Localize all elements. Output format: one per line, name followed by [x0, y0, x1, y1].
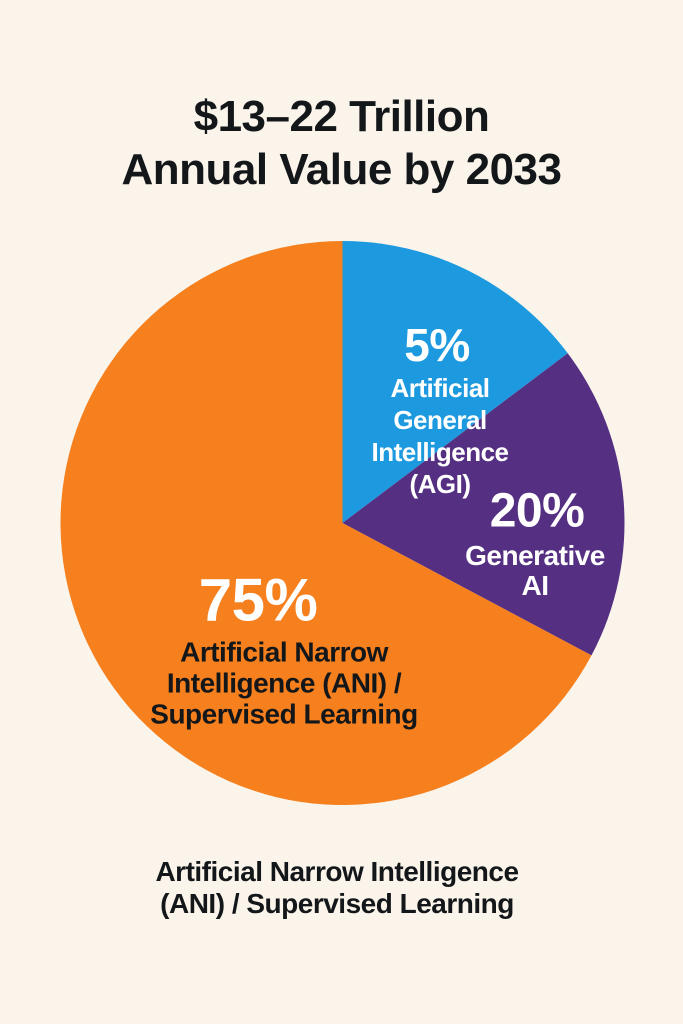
pie-slice-generative-ai — [342, 353, 625, 656]
ani-slice-label-line: Supervised Learning — [150, 698, 418, 730]
chart-title-line-2: Annual Value by 2033 — [121, 145, 562, 194]
chart-caption-line-2: (ANI) / Supervised Learning — [160, 888, 514, 919]
ani-percent-label: 75% — [198, 566, 318, 634]
ani-slice-label-line: Artificial Narrow — [180, 636, 388, 668]
agi-slice-label-line: Intelligence — [371, 437, 509, 467]
generative-ai-slice-label: Generative AI — [465, 541, 605, 601]
ani-slice-label-line: Intelligence (ANI) / — [166, 667, 402, 699]
chart-caption: Artificial Narrow Intelligence (ANI) / S… — [155, 856, 519, 920]
generative-ai-percent-label: 20% — [489, 484, 585, 538]
chart-title-line-1: $13–22 Trillion — [193, 92, 490, 141]
agi-slice-label-line: General — [393, 405, 487, 435]
agi-percent-label: 5% — [404, 319, 470, 371]
generative-ai-slice-label-line: Generative — [465, 540, 605, 571]
chart-title: $13–22 Trillion Annual Value by 2033 — [0, 90, 683, 196]
agi-slice-label: Artificial General Intelligence (AGI) — [371, 372, 509, 500]
ani-slice-label: Artificial Narrow Intelligence (ANI) / S… — [150, 636, 418, 730]
pie-slice-ani — [60, 241, 592, 805]
generative-ai-slice-label-line: AI — [521, 570, 549, 601]
pie-slice-agi — [342, 241, 568, 523]
agi-slice-label-line: (AGI) — [409, 469, 471, 499]
chart-caption-line-1: Artificial Narrow Intelligence — [155, 856, 519, 887]
agi-slice-label-line: Artificial — [390, 373, 490, 403]
